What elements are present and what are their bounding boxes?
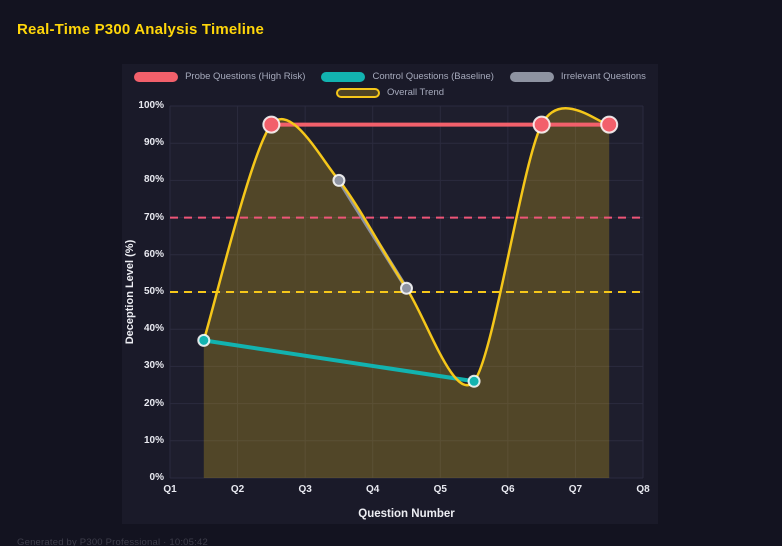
y-tick-label: 70%	[143, 211, 164, 223]
legend-label: Irrelevant Questions	[560, 71, 646, 82]
y-tick-label: 50%	[143, 286, 164, 297]
y-tick-label: 30%	[143, 360, 164, 372]
y-tick-label: 60%	[143, 248, 164, 260]
legend-row: Probe Questions (High Risk) Control Quest…	[134, 71, 646, 82]
legend-row: Overall Trend	[335, 87, 445, 98]
legend-swatch	[335, 87, 380, 98]
chart-panel: Probe Questions (High Risk) Control Quest…	[122, 64, 658, 524]
legend-item[interactable]: Irrelevant Questions	[509, 71, 646, 82]
legend-swatch	[321, 71, 366, 82]
x-tick-label: Q5	[433, 484, 447, 495]
chart-legend: Probe Questions (High Risk) Control Quest…	[122, 71, 658, 98]
y-tick-label: 10%	[143, 434, 164, 446]
x-axis-title: Question Number	[358, 508, 455, 520]
y-tick-label: 100%	[138, 100, 164, 111]
x-tick-label: Q4	[366, 484, 380, 495]
x-tick-label: Q2	[230, 484, 245, 495]
footer-text: Generated by P300 Professional · 10:05:4…	[17, 537, 208, 546]
legend-item[interactable]: Control Questions (Baseline)	[321, 71, 494, 82]
x-tick-label: Q1	[163, 484, 177, 495]
y-tick-label: 0%	[149, 472, 164, 483]
y-tick-label: 40%	[143, 323, 164, 335]
y-tick-label: 90%	[143, 137, 164, 149]
legend-item[interactable]: Overall Trend	[335, 87, 445, 98]
x-tick-label: Q8	[636, 484, 650, 495]
legend-label: Overall Trend	[386, 87, 445, 98]
page-title: Real-Time P300 Analysis Timeline	[17, 21, 265, 38]
legend-swatch	[509, 71, 554, 82]
x-tick-label: Q6	[501, 484, 515, 495]
y-tick-label: 20%	[143, 397, 164, 409]
y-tick-label: 80%	[143, 174, 164, 186]
legend-item[interactable]: Probe Questions (High Risk)	[134, 71, 305, 82]
legend-label: Control Questions (Baseline)	[372, 71, 494, 82]
x-tick-label: Q7	[568, 484, 583, 495]
legend-label: Probe Questions (High Risk)	[185, 71, 306, 82]
plot-area	[169, 105, 644, 479]
x-tick-label: Q3	[298, 484, 312, 495]
legend-swatch	[134, 71, 179, 82]
